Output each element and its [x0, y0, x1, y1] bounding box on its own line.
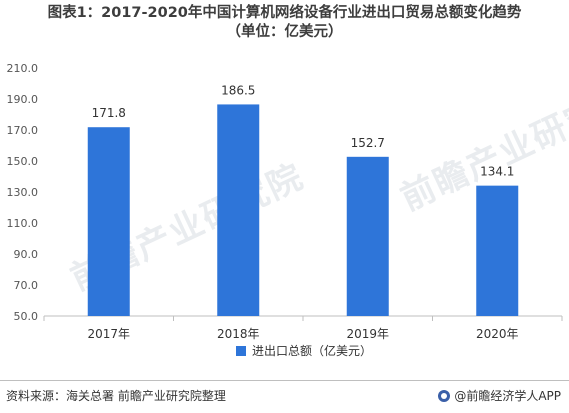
data-label: 186.5 — [221, 83, 255, 97]
y-tick-label: 90.0 — [14, 248, 39, 261]
bar-chart: 50.0 70.0 90.0 110.0 130.0 150.0 170.0 190.0 210… — [7, 62, 563, 358]
y-tick-label: 210.0 — [7, 62, 39, 75]
y-tick-label: 170.0 — [7, 124, 39, 137]
y-tick-label: 110.0 — [7, 217, 39, 230]
source-note: 资料来源：海关总署 前瞻产业研究院整理 — [6, 389, 226, 403]
x-tick-label: 2020年 — [476, 327, 519, 341]
data-label: 134.1 — [480, 165, 514, 179]
bar — [87, 127, 130, 317]
y-tick-label: 50.0 — [14, 310, 39, 323]
chart-title: 图表1：2017-2020年中国计算机网络设备行业进出口贸易总额变化趋势 （单位… — [0, 4, 569, 42]
x-tick-label: 2017年 — [87, 327, 130, 341]
legend-swatch — [236, 346, 246, 356]
y-tick-label: 70.0 — [14, 279, 39, 292]
brand-logo-icon — [438, 389, 451, 402]
bar — [217, 104, 260, 316]
x-tick-label: 2018年 — [217, 327, 260, 341]
chart-title-line2: （单位：亿美元） — [226, 24, 343, 40]
bar — [346, 156, 389, 316]
chart-title-line1: 图表1：2017-2020年中国计算机网络设备行业进出口贸易总额变化趋势 — [47, 5, 522, 21]
legend-label: 进出口总额（亿美元） — [252, 343, 372, 358]
brand-credit: @前瞻经济学人APP — [438, 387, 561, 404]
y-tick-label: 130.0 — [7, 186, 39, 199]
bar — [476, 185, 519, 316]
y-tick-label: 150.0 — [7, 155, 39, 168]
data-label: 152.7 — [351, 136, 385, 150]
y-tick-label: 190.0 — [7, 93, 39, 106]
footer: 资料来源：海关总署 前瞻产业研究院整理 @前瞻经济学人APP — [0, 380, 569, 413]
brand-credit-text: @前瞻经济学人APP — [454, 389, 561, 403]
data-label: 171.8 — [92, 106, 126, 120]
x-tick-label: 2019年 — [346, 327, 389, 341]
